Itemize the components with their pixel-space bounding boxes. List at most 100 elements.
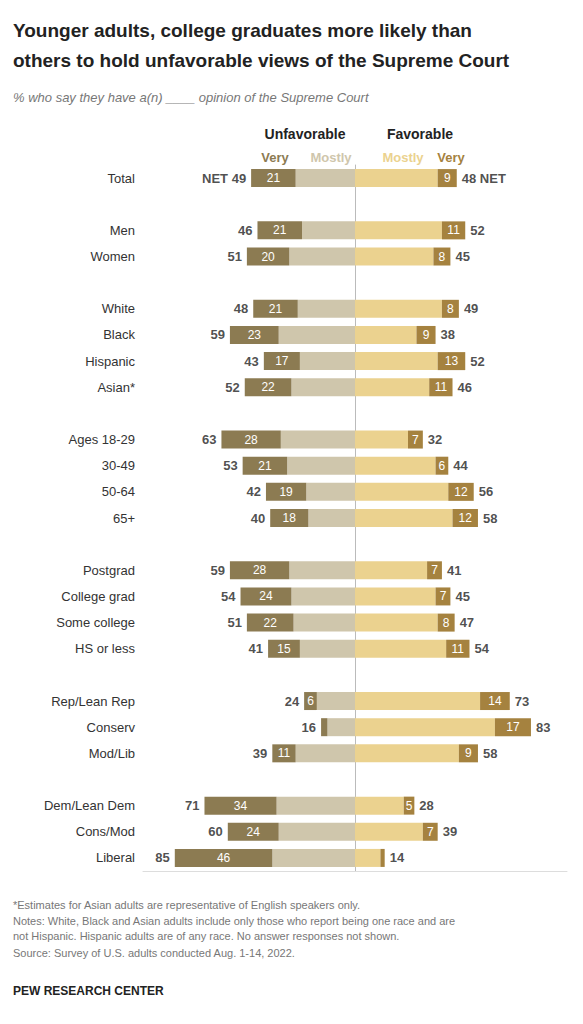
- svg-text:6: 6: [439, 459, 446, 473]
- svg-text:73: 73: [515, 694, 529, 709]
- svg-text:Notes: White, Black and Asian: Notes: White, Black and Asian adults inc…: [13, 915, 458, 927]
- svg-text:51: 51: [227, 615, 241, 630]
- svg-text:44: 44: [453, 458, 468, 473]
- svg-text:NET 49: NET 49: [202, 171, 246, 186]
- svg-text:Source: Survey of U.S. adults: Source: Survey of U.S. adults conducted …: [13, 947, 295, 959]
- svg-text:30-49: 30-49: [102, 458, 135, 473]
- svg-text:not Hispanic. Hispanic adults: not Hispanic. Hispanic adults are of any…: [13, 930, 399, 942]
- svg-text:Men: Men: [110, 223, 135, 238]
- svg-text:11: 11: [447, 223, 460, 237]
- svg-text:21: 21: [269, 302, 283, 316]
- svg-text:42: 42: [246, 484, 260, 499]
- svg-text:HS or less: HS or less: [75, 641, 135, 656]
- svg-text:% who say they have a(n) ____: % who say they have a(n) ____ opinion of…: [13, 90, 370, 105]
- svg-text:Hispanic: Hispanic: [85, 354, 135, 369]
- svg-text:12: 12: [454, 485, 468, 499]
- svg-text:59: 59: [210, 563, 224, 578]
- svg-text:Asian*: Asian*: [97, 380, 135, 395]
- svg-text:58: 58: [483, 746, 497, 761]
- svg-text:15: 15: [277, 642, 291, 656]
- svg-text:45: 45: [455, 249, 469, 264]
- svg-text:11: 11: [452, 642, 465, 656]
- svg-text:Mostly: Mostly: [310, 150, 352, 165]
- svg-text:23: 23: [248, 328, 262, 342]
- svg-text:Conserv: Conserv: [87, 720, 136, 735]
- svg-text:White: White: [102, 301, 135, 316]
- svg-text:Black: Black: [103, 327, 135, 342]
- svg-text:Rep/Lean Rep: Rep/Lean Rep: [51, 694, 135, 709]
- svg-text:12: 12: [459, 511, 473, 525]
- svg-text:Liberal: Liberal: [96, 850, 135, 865]
- svg-text:71: 71: [185, 798, 199, 813]
- svg-text:Mostly: Mostly: [382, 150, 424, 165]
- svg-text:52: 52: [225, 380, 239, 395]
- svg-text:46: 46: [458, 380, 472, 395]
- svg-text:8: 8: [447, 302, 454, 316]
- svg-text:6: 6: [307, 694, 314, 708]
- svg-text:40: 40: [251, 511, 265, 526]
- svg-text:21: 21: [267, 171, 281, 185]
- svg-text:60: 60: [208, 824, 222, 839]
- svg-text:39: 39: [443, 824, 457, 839]
- svg-text:28: 28: [244, 433, 258, 447]
- svg-text:85: 85: [155, 850, 169, 865]
- svg-text:52: 52: [470, 354, 484, 369]
- svg-text:49: 49: [464, 301, 478, 316]
- svg-text:Unfavorable: Unfavorable: [265, 126, 346, 142]
- svg-text:Very: Very: [437, 150, 465, 165]
- svg-text:13: 13: [445, 354, 459, 368]
- svg-text:19: 19: [279, 485, 293, 499]
- svg-text:Favorable: Favorable: [387, 126, 453, 142]
- svg-text:54: 54: [221, 589, 236, 604]
- svg-text:63: 63: [202, 432, 216, 447]
- svg-text:others to hold unfavorable vie: others to hold unfavorable views of the …: [13, 50, 510, 71]
- svg-text:41: 41: [447, 563, 461, 578]
- svg-text:11: 11: [278, 746, 291, 760]
- svg-text:65+: 65+: [113, 511, 135, 526]
- svg-text:24: 24: [285, 694, 300, 709]
- svg-text:21: 21: [273, 223, 287, 237]
- svg-text:58: 58: [483, 511, 497, 526]
- svg-text:PEW RESEARCH CENTER: PEW RESEARCH CENTER: [13, 984, 164, 998]
- svg-text:20: 20: [261, 250, 275, 264]
- svg-text:11: 11: [435, 380, 448, 394]
- svg-text:Some college: Some college: [56, 615, 135, 630]
- svg-text:22: 22: [261, 380, 275, 394]
- svg-text:39: 39: [253, 746, 267, 761]
- svg-text:41: 41: [249, 641, 263, 656]
- svg-text:46: 46: [217, 851, 231, 865]
- svg-text:Younger adults, college gradua: Younger adults, college graduates more l…: [13, 20, 477, 41]
- svg-text:Cons/Mod: Cons/Mod: [76, 824, 135, 839]
- svg-text:14: 14: [488, 694, 502, 708]
- svg-text:7: 7: [412, 433, 419, 447]
- svg-text:43: 43: [244, 354, 258, 369]
- svg-text:Mod/Lib: Mod/Lib: [89, 746, 135, 761]
- svg-text:16: 16: [302, 720, 316, 735]
- svg-text:47: 47: [460, 615, 474, 630]
- svg-text:24: 24: [247, 825, 261, 839]
- svg-text:17: 17: [275, 354, 289, 368]
- svg-text:83: 83: [536, 720, 550, 735]
- svg-text:*Estimates for Asian adults ar: *Estimates for Asian adults are represen…: [13, 899, 360, 911]
- svg-text:5: 5: [406, 799, 413, 813]
- svg-text:21: 21: [258, 459, 272, 473]
- svg-text:14: 14: [390, 850, 405, 865]
- svg-text:7: 7: [431, 563, 438, 577]
- svg-text:8: 8: [443, 616, 450, 630]
- svg-text:Dem/Lean Dem: Dem/Lean Dem: [44, 798, 135, 813]
- svg-text:32: 32: [428, 432, 442, 447]
- svg-text:46: 46: [238, 223, 252, 238]
- svg-text:28: 28: [419, 798, 433, 813]
- svg-text:9: 9: [423, 328, 430, 342]
- svg-text:7: 7: [427, 825, 434, 839]
- svg-text:34: 34: [234, 799, 248, 813]
- svg-text:51: 51: [227, 249, 241, 264]
- svg-text:24: 24: [259, 589, 273, 603]
- svg-text:7: 7: [440, 589, 447, 603]
- svg-text:56: 56: [479, 484, 493, 499]
- svg-text:48 NET: 48 NET: [462, 171, 506, 186]
- svg-text:28: 28: [253, 563, 267, 577]
- svg-text:9: 9: [465, 746, 472, 760]
- svg-text:9: 9: [444, 171, 451, 185]
- svg-text:38: 38: [441, 327, 455, 342]
